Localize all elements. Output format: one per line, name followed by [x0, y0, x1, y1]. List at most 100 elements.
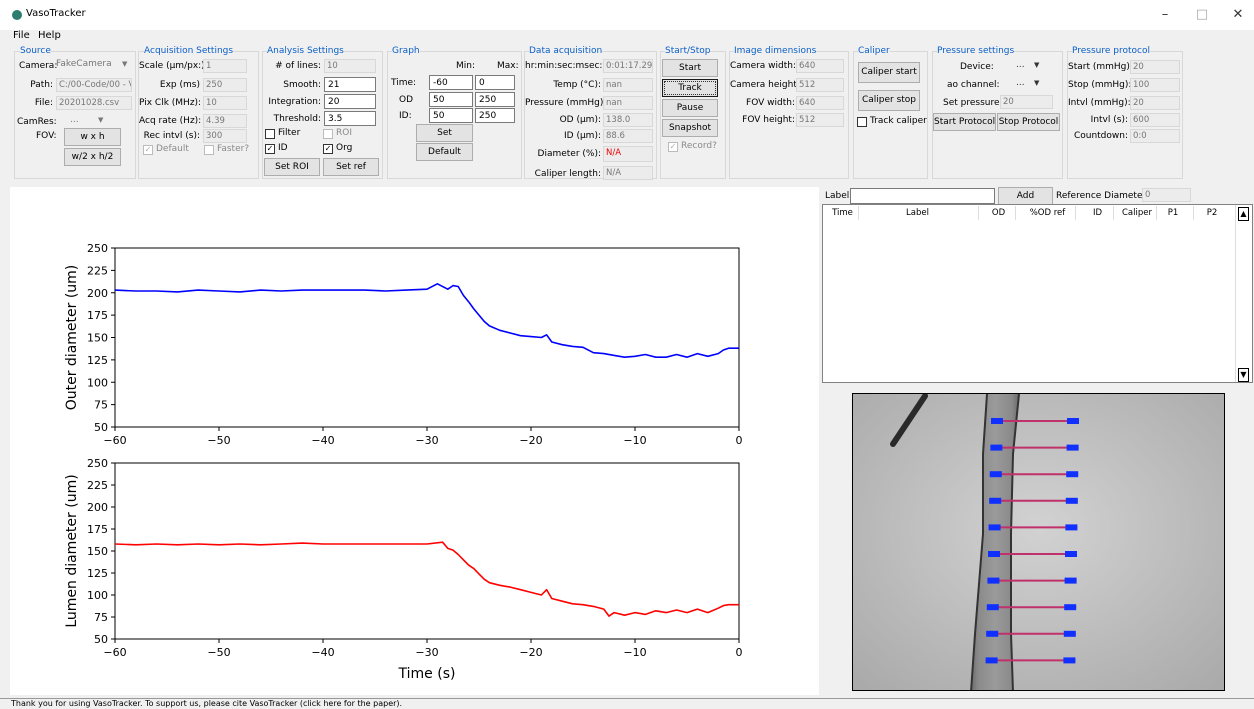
outer-y-tick-label: 175	[87, 309, 108, 322]
pause-button[interactable]: Pause	[662, 99, 718, 117]
faster-checkbox[interactable]	[204, 145, 214, 155]
column-header-id[interactable]: ID	[1092, 208, 1103, 218]
start-protocol-button[interactable]: Start Protocol	[933, 113, 996, 131]
graph-set-button[interactable]: Set	[416, 124, 473, 142]
od-max-input[interactable]: 250	[475, 92, 515, 107]
scroll-up-icon[interactable]: ▲	[1238, 207, 1249, 221]
set-roi-button[interactable]: Set ROI	[264, 158, 320, 176]
menu-help[interactable]: Help	[38, 30, 61, 41]
ao-channel-value: ...	[1016, 78, 1025, 88]
minimize-icon[interactable]: –	[1161, 7, 1169, 22]
edge-marker	[1063, 657, 1076, 664]
track-button[interactable]: Track	[662, 79, 718, 97]
caliper-length-label: Caliper length:	[534, 169, 601, 179]
integration-input[interactable]: 20	[324, 94, 376, 109]
table-label-input[interactable]	[850, 188, 995, 204]
fov-width-label: FOV width:	[746, 98, 795, 108]
default-checkbox[interactable]: ✓	[143, 145, 153, 155]
fov-height-label: FOV height:	[742, 115, 795, 125]
camera-select[interactable]: FakeCamera ▼	[56, 59, 134, 73]
edge-marker	[989, 497, 1002, 504]
column-header-od[interactable]: OD	[991, 208, 1006, 218]
edge-marker	[985, 657, 998, 664]
org-checkbox[interactable]: ✓	[323, 144, 333, 154]
fov-height-field: 512	[796, 113, 844, 127]
column-header-od-ref[interactable]: %OD ref	[1029, 208, 1066, 218]
status-bar[interactable]: Thank you for using VasoTracker. To supp…	[0, 698, 1254, 709]
clock-field: 0:01:17.29	[603, 59, 653, 73]
vessel-wall-left	[970, 394, 988, 690]
outer-x-tick-label: −30	[415, 434, 438, 447]
time-max-input[interactable]: 0	[475, 75, 515, 90]
menu-file[interactable]: File	[13, 30, 30, 41]
org-label: Org	[336, 143, 353, 153]
file-field: 20201028.csv	[56, 96, 132, 110]
column-header-label[interactable]: Label	[906, 208, 929, 218]
snapshot-button[interactable]: Snapshot	[662, 119, 718, 137]
diameter-label: Diameter (%):	[537, 149, 601, 159]
close-icon[interactable]: ✕	[1232, 7, 1244, 22]
caliper-start-button[interactable]: Caliper start	[858, 62, 920, 83]
stop-protocol-button[interactable]: Stop Protocol	[997, 113, 1060, 131]
table-scrollbar[interactable]	[1235, 205, 1252, 382]
track-caliper-checkbox[interactable]	[857, 117, 867, 127]
column-header-p1[interactable]: P1	[1167, 208, 1179, 218]
lumen-x-axis-label: Time (s)	[398, 666, 456, 682]
fov-half-button[interactable]: w/2 x h/2	[64, 148, 121, 166]
record-checkbox[interactable]: ✓	[668, 142, 678, 152]
edge-marker	[990, 444, 1003, 451]
graph-default-button[interactable]: Default	[416, 143, 473, 161]
camera-height-label: Camera height:	[730, 80, 800, 90]
caliper-stop-button[interactable]: Caliper stop	[858, 90, 920, 111]
smooth-input[interactable]: 21	[324, 77, 376, 92]
threshold-input[interactable]: 3.5	[324, 111, 376, 126]
time-min-input[interactable]: -60	[429, 75, 473, 90]
measurements-table[interactable]	[822, 204, 1253, 383]
vessel-wall-right	[1010, 394, 1020, 690]
edge-marker	[1066, 444, 1079, 451]
od-min-input[interactable]: 50	[429, 92, 473, 107]
column-header-time[interactable]: Time	[832, 208, 853, 218]
lumen-y-tick-label: 100	[87, 589, 108, 602]
image-background	[853, 394, 1224, 690]
edge-marker	[987, 577, 1000, 584]
intvl-mmhg-label: Intvl (mmHg):	[1068, 98, 1131, 108]
ao-channel-select[interactable]: ... ▼	[1016, 78, 1046, 92]
lumen-y-tick-label: 175	[87, 523, 108, 536]
filter-checkbox[interactable]	[265, 129, 275, 139]
lumen-y-tick-label: 225	[87, 479, 108, 492]
add-button[interactable]: Add	[998, 187, 1053, 205]
id-checkbox[interactable]: ✓	[265, 144, 275, 154]
roi-checkbox[interactable]	[323, 129, 333, 139]
start-button[interactable]: Start	[662, 59, 718, 77]
scroll-down-icon[interactable]: ▼	[1238, 368, 1249, 382]
fov-full-button[interactable]: w x h	[64, 128, 121, 146]
id-value-label: ID (µm):	[564, 131, 601, 141]
graph-id-label: ID:	[399, 111, 412, 121]
graph-od-label: OD	[399, 95, 414, 105]
graph-min-label: Min:	[456, 61, 476, 71]
column-header-caliper[interactable]: Caliper	[1122, 208, 1152, 218]
id-max-input[interactable]: 250	[475, 108, 515, 123]
lines-field: 10	[324, 59, 376, 73]
column-header-p2[interactable]: P2	[1206, 208, 1218, 218]
set-ref-button[interactable]: Set ref	[323, 158, 379, 176]
id-min-input[interactable]: 50	[429, 108, 473, 123]
scale-label: Scale (µm/px:)	[139, 61, 205, 71]
restore-icon[interactable]: □	[1195, 7, 1209, 22]
edge-marker	[1064, 577, 1077, 584]
lumen-x-tick-label: −40	[311, 646, 334, 659]
device-select[interactable]: ... ▼	[1016, 60, 1046, 74]
edge-marker	[986, 630, 999, 637]
pressure-protocol-title: Pressure protocol	[1072, 46, 1151, 56]
od-field: 138.0	[603, 113, 653, 127]
camera-image[interactable]	[852, 393, 1225, 691]
set-pressure-label: Set pressure:	[943, 98, 1003, 108]
camera-height-field: 512	[796, 78, 844, 92]
temp-label: Temp (°C):	[553, 80, 601, 90]
graph-time-label: Time:	[391, 78, 417, 88]
lumen-x-tick-label: 0	[736, 646, 743, 659]
camres-select[interactable]: ... ▼	[70, 115, 110, 129]
pressure-field: nan	[603, 96, 653, 110]
faster-label: Faster?	[217, 144, 250, 154]
